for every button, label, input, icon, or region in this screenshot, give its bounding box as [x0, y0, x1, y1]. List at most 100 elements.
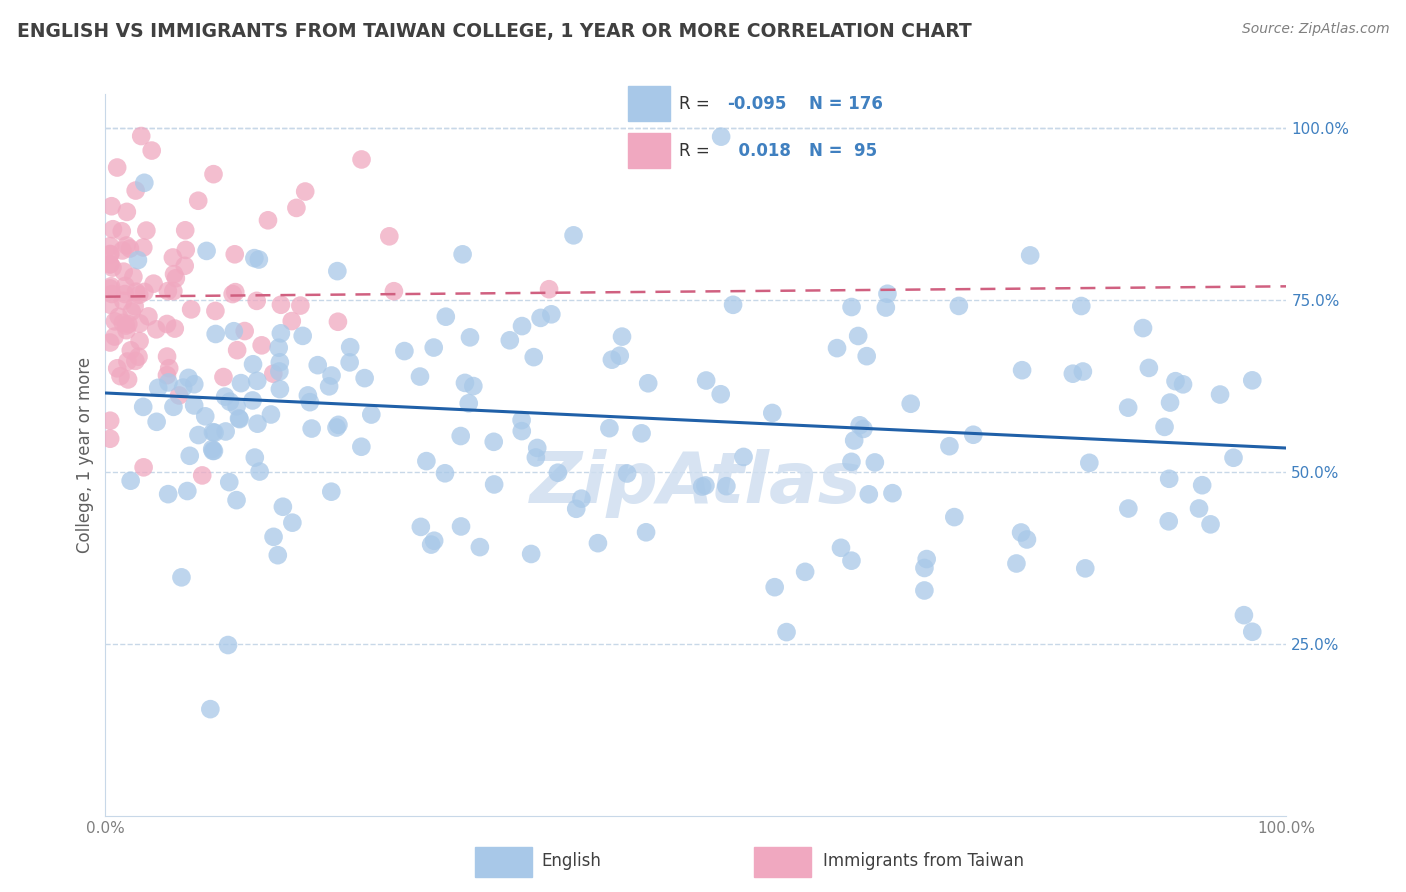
- Point: [101, 287, 124, 301]
- Point: [876, 286, 898, 301]
- Point: [350, 153, 373, 167]
- Point: [267, 341, 290, 355]
- Point: [1015, 533, 1038, 547]
- Point: [100, 279, 122, 293]
- Point: [825, 341, 848, 355]
- Point: [142, 277, 165, 291]
- Point: [1010, 525, 1032, 540]
- Point: [510, 424, 533, 438]
- Bar: [627, 133, 671, 168]
- Point: [270, 326, 292, 341]
- Point: [214, 390, 236, 404]
- Point: [124, 299, 146, 313]
- Point: [204, 425, 226, 440]
- Point: [307, 358, 329, 372]
- Point: [463, 379, 485, 393]
- Point: [167, 388, 190, 402]
- Point: [162, 251, 184, 265]
- Point: [269, 355, 291, 369]
- Point: [1199, 517, 1222, 532]
- Point: [132, 240, 155, 254]
- Point: [128, 287, 150, 301]
- Point: [350, 440, 373, 454]
- Point: [863, 455, 886, 469]
- Point: [243, 251, 266, 265]
- Point: [145, 322, 167, 336]
- Point: [600, 352, 623, 367]
- Point: [121, 304, 143, 318]
- Point: [170, 570, 193, 584]
- Point: [112, 293, 135, 308]
- Point: [761, 406, 783, 420]
- Point: [225, 493, 247, 508]
- Point: [1233, 608, 1256, 623]
- Point: [114, 287, 136, 301]
- Point: [179, 449, 201, 463]
- Point: [855, 349, 877, 363]
- Point: [98, 298, 121, 312]
- Text: R =: R =: [679, 142, 716, 160]
- Point: [257, 213, 280, 227]
- Point: [1157, 514, 1180, 528]
- Point: [1188, 501, 1211, 516]
- Point: [120, 474, 142, 488]
- Point: [191, 468, 214, 483]
- Point: [1011, 363, 1033, 377]
- Point: [482, 434, 505, 449]
- Point: [98, 335, 121, 350]
- Point: [135, 223, 157, 237]
- Point: [409, 520, 432, 534]
- Point: [217, 638, 239, 652]
- Point: [129, 129, 152, 144]
- Text: Source: ZipAtlas.com: Source: ZipAtlas.com: [1241, 22, 1389, 37]
- Point: [138, 310, 160, 324]
- Point: [156, 284, 179, 298]
- Point: [246, 374, 269, 388]
- Point: [127, 350, 149, 364]
- Point: [457, 396, 479, 410]
- Point: [433, 467, 456, 481]
- Point: [1070, 299, 1092, 313]
- Point: [281, 516, 304, 530]
- Point: [943, 510, 966, 524]
- Point: [326, 264, 349, 278]
- Bar: [754, 847, 811, 877]
- Point: [695, 478, 717, 492]
- Point: [733, 450, 755, 464]
- Point: [187, 428, 209, 442]
- Point: [114, 278, 136, 293]
- Point: [434, 310, 457, 324]
- Point: [938, 439, 960, 453]
- Point: [242, 357, 264, 371]
- Point: [224, 285, 246, 299]
- Point: [98, 414, 121, 428]
- Point: [118, 242, 141, 256]
- Point: [721, 298, 744, 312]
- Point: [201, 442, 224, 456]
- Point: [165, 271, 187, 285]
- Point: [101, 260, 124, 275]
- Bar: [475, 847, 533, 877]
- Point: [269, 382, 291, 396]
- Point: [1241, 624, 1264, 639]
- Point: [1019, 248, 1042, 262]
- Point: [228, 411, 250, 425]
- Point: [98, 247, 121, 261]
- Point: [163, 321, 186, 335]
- Point: [291, 329, 314, 343]
- Point: [212, 370, 235, 384]
- Point: [1164, 374, 1187, 388]
- Point: [763, 580, 786, 594]
- Point: [1191, 478, 1213, 492]
- Point: [1171, 377, 1194, 392]
- Point: [524, 450, 547, 465]
- Point: [1222, 450, 1244, 465]
- Point: [321, 484, 343, 499]
- Point: [1062, 367, 1084, 381]
- Point: [163, 267, 186, 281]
- Point: [172, 381, 194, 395]
- Text: English: English: [541, 852, 600, 870]
- Point: [1159, 472, 1181, 486]
- Point: [115, 238, 138, 252]
- Point: [262, 367, 284, 381]
